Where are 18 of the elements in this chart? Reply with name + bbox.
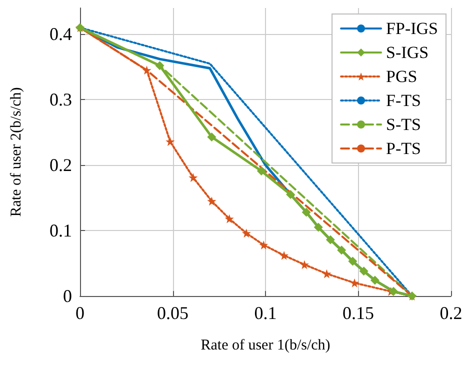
y-tick-label: 0.1 <box>50 220 72 241</box>
legend-label: PGS <box>386 67 418 86</box>
legend-label: S-TS <box>386 115 422 134</box>
legend-label: S-IGS <box>386 43 429 62</box>
x-tick-label: 0.1 <box>254 303 277 323</box>
x-tick-label: 0 <box>76 303 84 323</box>
x-tick-label: 0.15 <box>342 303 374 323</box>
legend-label: F-TS <box>386 91 422 110</box>
y-axis-title: Rate of user 2(b/s/ch) <box>8 87 24 217</box>
x-tick-label: 0.05 <box>157 303 188 323</box>
x-tick-label: 0.2 <box>440 303 462 323</box>
y-tick-label: 0 <box>63 286 72 306</box>
legend-label: FP-IGS <box>386 19 438 38</box>
legend-label: P-TS <box>386 139 422 158</box>
y-tick-label: 0.4 <box>50 24 72 44</box>
y-tick-label: 0.3 <box>50 90 72 110</box>
y-tick-label: 0.2 <box>50 155 72 176</box>
x-axis-title: Rate of user 1(b/s/ch) <box>200 338 330 354</box>
